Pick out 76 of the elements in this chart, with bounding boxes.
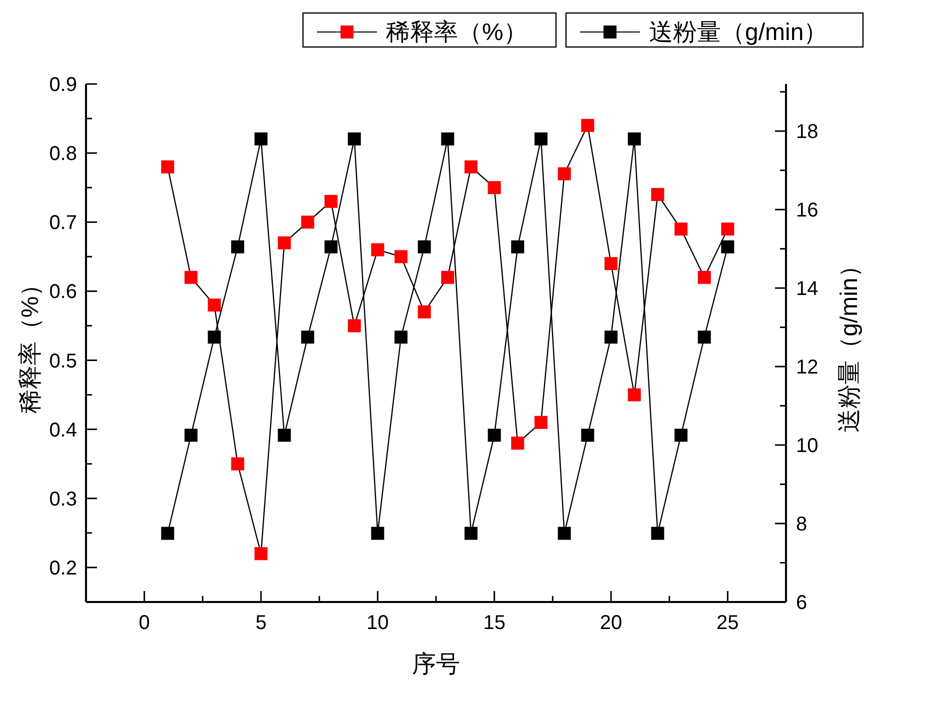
y2-tick-label: 16 xyxy=(796,200,818,222)
point xyxy=(208,330,221,344)
point xyxy=(698,270,711,284)
point xyxy=(301,216,314,229)
point xyxy=(698,330,711,344)
point xyxy=(651,526,664,540)
y-tick-label: 0.6 xyxy=(49,281,77,304)
point xyxy=(604,257,618,270)
point xyxy=(558,526,571,540)
x-tick-label: 10 xyxy=(366,612,389,634)
point xyxy=(371,243,384,256)
point xyxy=(394,250,408,264)
point xyxy=(231,240,244,254)
legend-label: 送粉量（g/min） xyxy=(649,19,828,46)
point xyxy=(441,270,454,284)
y-tick-label: 0.8 xyxy=(49,143,77,166)
point xyxy=(511,436,524,450)
legend-label: 稀释率（%） xyxy=(386,19,528,46)
point xyxy=(464,160,478,174)
x-tick-label: 0 xyxy=(138,612,150,634)
point xyxy=(161,526,174,540)
point xyxy=(348,319,361,332)
point xyxy=(418,305,431,318)
point xyxy=(651,188,664,202)
y2-tick-label: 6 xyxy=(796,592,808,614)
y-tick-label: 0.5 xyxy=(49,350,77,372)
x-tick-label: 20 xyxy=(600,612,622,634)
point xyxy=(604,330,618,344)
y2-tick-label: 10 xyxy=(796,435,818,458)
point xyxy=(721,222,734,236)
point xyxy=(184,428,198,442)
point xyxy=(161,160,174,174)
point xyxy=(418,240,431,254)
x-tick-label: 5 xyxy=(255,612,267,634)
point xyxy=(534,416,548,429)
y-tick-label: 0.9 xyxy=(49,74,77,96)
point xyxy=(581,428,594,442)
y2-axis-title: 送粉量（g/min） xyxy=(836,254,863,432)
point xyxy=(488,181,501,194)
point xyxy=(254,132,268,146)
point xyxy=(464,526,478,540)
y-axis-title: 稀释率（%） xyxy=(17,272,44,414)
x-tick-label: 25 xyxy=(716,612,739,634)
y2-tick-label: 8 xyxy=(796,514,808,536)
point xyxy=(628,132,641,146)
point xyxy=(394,330,408,344)
point xyxy=(278,236,291,250)
point xyxy=(184,270,198,284)
point xyxy=(441,132,454,146)
point xyxy=(208,298,221,312)
y2-tick-label: 14 xyxy=(796,278,818,300)
y-tick-label: 0.2 xyxy=(49,557,77,580)
point xyxy=(721,240,734,254)
point xyxy=(674,428,688,442)
y2-tick-label: 12 xyxy=(796,356,818,379)
point xyxy=(534,132,548,146)
point xyxy=(278,428,291,442)
point xyxy=(324,240,338,254)
point xyxy=(348,132,361,146)
point xyxy=(324,194,338,208)
point xyxy=(558,167,571,180)
point xyxy=(628,388,641,402)
point xyxy=(371,526,384,540)
x-tick-label: 15 xyxy=(483,612,506,634)
point xyxy=(254,547,268,560)
point xyxy=(231,457,244,470)
y-tick-label: 0.7 xyxy=(49,212,77,234)
y2-tick-label: 18 xyxy=(796,121,818,144)
y-tick-label: 0.3 xyxy=(49,488,77,510)
point xyxy=(301,330,314,344)
point xyxy=(581,118,594,132)
point xyxy=(511,240,524,254)
point xyxy=(674,222,688,236)
x-axis-title: 序号 xyxy=(412,651,460,678)
y-tick-label: 0.4 xyxy=(49,419,77,442)
point xyxy=(488,428,501,442)
